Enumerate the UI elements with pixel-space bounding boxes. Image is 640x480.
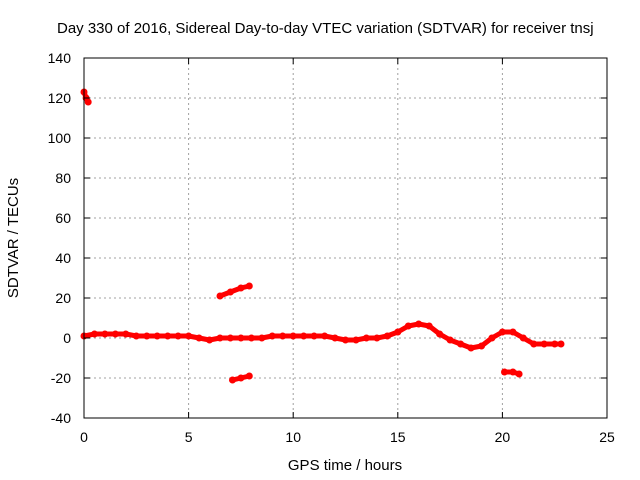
data-point <box>229 376 236 384</box>
y-tick-label: 140 <box>48 50 72 66</box>
y-tick-labels: -40 -20 0 20 40 60 80 100 120 140 <box>48 50 72 426</box>
data-point <box>501 368 508 376</box>
data-point <box>132 332 140 340</box>
data-point <box>226 334 234 342</box>
data-point <box>195 334 203 342</box>
data-point <box>226 288 234 296</box>
data-point <box>404 322 412 330</box>
data-point <box>415 320 423 328</box>
data-point <box>557 340 565 348</box>
x-tick-label: 20 <box>495 429 511 445</box>
data-point <box>342 336 349 344</box>
x-tick-label: 5 <box>185 429 193 445</box>
data-point <box>153 332 161 340</box>
data-point <box>216 292 224 300</box>
grid-lines <box>84 58 607 418</box>
chart-title: Day 330 of 2016, Sidereal Day-to-day VTE… <box>57 20 594 37</box>
y-tick-label: 40 <box>55 250 71 266</box>
data-point <box>268 332 276 340</box>
data-point <box>237 374 245 382</box>
data-point <box>331 334 339 342</box>
data-point <box>373 334 381 342</box>
x-tick-label: 25 <box>599 429 615 445</box>
data-point <box>164 332 172 340</box>
data-point <box>279 332 287 340</box>
data-point <box>185 332 193 340</box>
data-point <box>216 334 224 342</box>
data-point <box>321 332 329 340</box>
data-point <box>352 336 360 344</box>
data-point <box>478 342 485 350</box>
series-upper-segment <box>217 283 252 299</box>
x-axis-label: GPS time / hours <box>288 457 402 474</box>
data-point <box>122 330 130 338</box>
data-point <box>91 330 98 338</box>
data-point <box>394 328 402 336</box>
y-tick-label: 80 <box>55 170 71 186</box>
x-tick-label: 10 <box>285 429 301 445</box>
data-point <box>237 334 245 342</box>
y-tick-label: -20 <box>51 370 71 386</box>
data-point <box>446 336 454 344</box>
data-point <box>509 328 517 336</box>
data-point <box>84 98 92 106</box>
y-tick-label: 100 <box>48 130 72 146</box>
data-point <box>101 330 109 338</box>
data-point <box>498 328 506 336</box>
data-point <box>540 340 548 348</box>
data-point <box>258 334 266 342</box>
data-point <box>488 334 496 342</box>
x-tick-label: 0 <box>80 429 88 445</box>
data-point <box>247 334 255 342</box>
y-tick-label: 20 <box>55 290 71 306</box>
y-tick-label: -40 <box>51 410 71 426</box>
data-point <box>206 336 213 344</box>
data-point <box>530 340 538 348</box>
data-point <box>425 322 433 330</box>
data-point <box>519 334 527 342</box>
y-tick-label: 60 <box>55 210 71 226</box>
y-axis-label: SDTVAR / TECUs <box>5 178 22 298</box>
data-point <box>143 332 151 340</box>
data-point <box>509 368 517 376</box>
data-point <box>383 332 391 340</box>
data-point <box>457 340 465 348</box>
data-point <box>467 344 475 352</box>
data-point <box>436 330 444 338</box>
data-series <box>80 88 565 384</box>
y-tick-label: 0 <box>63 330 71 346</box>
data-point <box>245 282 253 290</box>
data-point <box>515 370 523 378</box>
data-point <box>300 332 308 340</box>
data-point <box>310 332 318 340</box>
x-tick-label: 15 <box>390 429 406 445</box>
data-point <box>111 330 119 338</box>
data-point <box>551 340 559 348</box>
axis-ticks <box>83 57 608 419</box>
y-tick-label: 120 <box>48 90 72 106</box>
data-point <box>289 332 297 340</box>
data-point <box>245 372 253 380</box>
data-point <box>174 332 182 340</box>
data-point <box>362 334 370 342</box>
x-tick-labels: 0 5 10 15 20 25 <box>80 429 615 445</box>
plot-frame <box>83 57 608 419</box>
data-point <box>237 284 245 292</box>
